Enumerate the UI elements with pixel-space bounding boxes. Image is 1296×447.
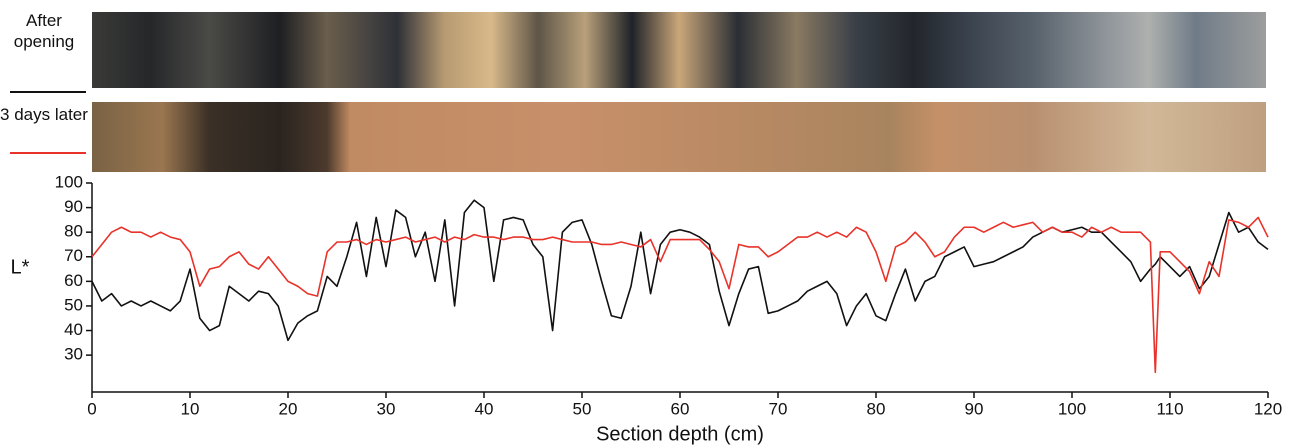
legend-key [10,91,86,93]
x-tick-label: 120 [1254,399,1282,418]
core-image-fresh [92,12,1266,88]
x-tick-label: 20 [279,399,298,418]
y-tick-label: 30 [64,345,83,364]
x-tick-label: 80 [867,399,886,418]
legend-key [10,152,86,154]
legend-label: After opening [13,11,75,51]
legend-label: 3 days later [0,105,88,124]
y-tick-label: 50 [64,295,83,314]
data-line [91,216,1269,374]
y-tick-label: 90 [64,197,83,216]
y-tick-label: 40 [64,320,83,339]
x-tick-label: 50 [573,399,592,418]
y-tick-label: 100 [55,172,83,191]
y-axis-label: L* [11,256,30,278]
x-tick-label: 40 [475,399,494,418]
y-tick-label: 70 [64,246,83,265]
data-line [91,199,1269,342]
x-tick-label: 90 [965,399,984,418]
x-tick-label: 100 [1058,399,1086,418]
x-tick-label: 0 [87,399,96,418]
x-tick-label: 30 [377,399,396,418]
y-tick-label: 60 [64,271,83,290]
x-tick-label: 110 [1156,399,1183,418]
core-image-oxidized [92,102,1266,172]
x-axis-label: Section depth (cm) [596,423,764,445]
x-tick-label: 10 [181,399,200,418]
x-tick-label: 60 [671,399,690,418]
y-tick-label: 80 [64,222,83,241]
x-tick-label: 70 [769,399,788,418]
